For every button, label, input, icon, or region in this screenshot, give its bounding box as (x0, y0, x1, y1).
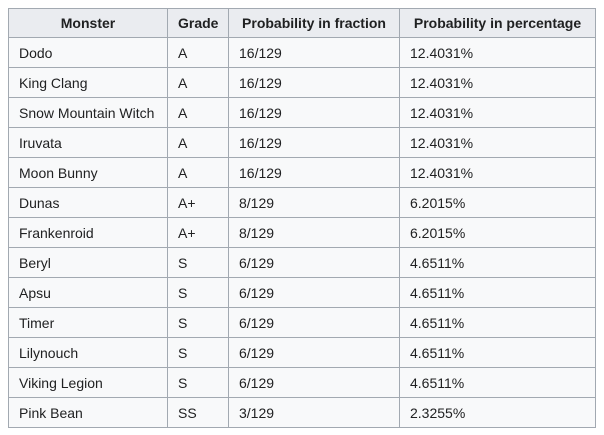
cell-percentage: 4.6511% (399, 247, 596, 278)
table-row: Lilynouch S 6/129 4.6511% (8, 337, 596, 368)
cell-grade: S (167, 277, 229, 308)
cell-fraction: 16/129 (228, 97, 400, 128)
table-row: Snow Mountain Witch A 16/129 12.4031% (8, 97, 596, 128)
cell-grade: S (167, 337, 229, 368)
header-cell-grade: Grade (167, 8, 229, 38)
cell-fraction: 3/129 (228, 397, 400, 428)
cell-percentage: 2.3255% (399, 397, 596, 428)
cell-monster: Moon Bunny (8, 157, 168, 188)
cell-monster: Apsu (8, 277, 168, 308)
cell-monster: Snow Mountain Witch (8, 97, 168, 128)
cell-fraction: 16/129 (228, 127, 400, 158)
cell-percentage: 4.6511% (399, 337, 596, 368)
cell-fraction: 16/129 (228, 37, 400, 68)
cell-percentage: 12.4031% (399, 67, 596, 98)
table-row: Dunas A+ 8/129 6.2015% (8, 187, 596, 218)
cell-monster: Viking Legion (8, 367, 168, 398)
cell-grade: A (167, 157, 229, 188)
table-row: Dodo A 16/129 12.4031% (8, 37, 596, 68)
cell-fraction: 6/129 (228, 337, 400, 368)
cell-grade: A (167, 97, 229, 128)
cell-grade: SS (167, 397, 229, 428)
cell-percentage: 4.6511% (399, 277, 596, 308)
cell-fraction: 6/129 (228, 277, 400, 308)
cell-fraction: 6/129 (228, 307, 400, 338)
table-row: Iruvata A 16/129 12.4031% (8, 127, 596, 158)
cell-monster: Beryl (8, 247, 168, 278)
table-row: Viking Legion S 6/129 4.6511% (8, 367, 596, 398)
cell-fraction: 8/129 (228, 217, 400, 248)
cell-grade: S (167, 247, 229, 278)
cell-grade: A (167, 37, 229, 68)
cell-fraction: 16/129 (228, 157, 400, 188)
cell-grade: A (167, 127, 229, 158)
cell-monster: Pink Bean (8, 397, 168, 428)
cell-fraction: 8/129 (228, 187, 400, 218)
table-row: Pink Bean SS 3/129 2.3255% (8, 397, 596, 428)
header-cell-monster: Monster (8, 8, 168, 38)
cell-grade: A+ (167, 217, 229, 248)
header-cell-percentage: Probability in percentage (399, 8, 596, 38)
table-row: Frankenroid A+ 8/129 6.2015% (8, 217, 596, 248)
cell-percentage: 6.2015% (399, 187, 596, 218)
cell-monster: Iruvata (8, 127, 168, 158)
cell-grade: A+ (167, 187, 229, 218)
cell-percentage: 12.4031% (399, 97, 596, 128)
cell-grade: S (167, 367, 229, 398)
cell-percentage: 12.4031% (399, 37, 596, 68)
cell-percentage: 6.2015% (399, 217, 596, 248)
monster-probability-table: Monster Grade Probability in fraction Proba… (8, 8, 596, 428)
cell-percentage: 12.4031% (399, 157, 596, 188)
header-cell-fraction: Probability in fraction (228, 8, 400, 38)
table-row: Apsu S 6/129 4.6511% (8, 277, 596, 308)
table-row: Timer S 6/129 4.6511% (8, 307, 596, 338)
cell-fraction: 6/129 (228, 367, 400, 398)
cell-percentage: 12.4031% (399, 127, 596, 158)
cell-fraction: 16/129 (228, 67, 400, 98)
cell-percentage: 4.6511% (399, 307, 596, 338)
cell-grade: A (167, 67, 229, 98)
table-row: Moon Bunny A 16/129 12.4031% (8, 157, 596, 188)
cell-fraction: 6/129 (228, 247, 400, 278)
table-row: King Clang A 16/129 12.4031% (8, 67, 596, 98)
cell-monster: Dunas (8, 187, 168, 218)
cell-monster: Lilynouch (8, 337, 168, 368)
header-row: Monster Grade Probability in fraction Proba… (8, 8, 596, 38)
cell-monster: Frankenroid (8, 217, 168, 248)
cell-monster: King Clang (8, 67, 168, 98)
table-row: Beryl S 6/129 4.6511% (8, 247, 596, 278)
cell-grade: S (167, 307, 229, 338)
cell-percentage: 4.6511% (399, 367, 596, 398)
cell-monster: Timer (8, 307, 168, 338)
table-body: Dodo A 16/129 12.4031% King Clang A 16/129 12.4… (8, 37, 596, 428)
cell-monster: Dodo (8, 37, 168, 68)
